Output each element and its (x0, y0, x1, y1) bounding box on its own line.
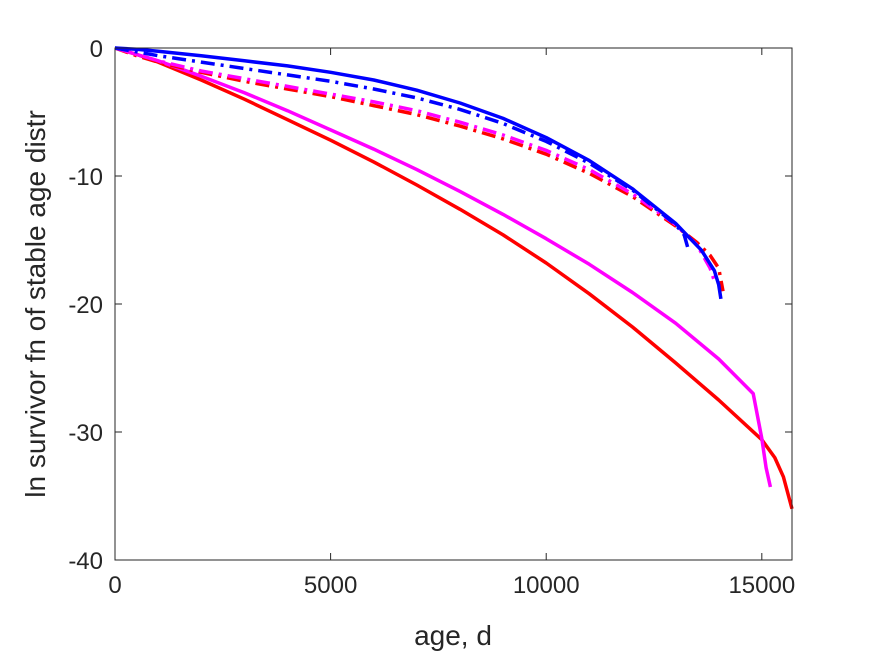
series-line-5 (114, 46, 723, 300)
y-tick-label: -10 (68, 164, 103, 191)
y-tick-label: -30 (68, 420, 103, 447)
y-tick-label: 0 (90, 36, 103, 63)
series-line-4 (114, 46, 717, 282)
y-tick-label: -20 (68, 292, 103, 319)
x-axis-label: age, d (414, 620, 492, 651)
plot-area (115, 48, 792, 560)
y-axis-label: ln survivor fn of stable age distr (20, 110, 51, 498)
x-tick-label: 10000 (513, 572, 580, 599)
series-line-6 (114, 46, 691, 251)
x-tick-label: 5000 (304, 572, 357, 599)
x-tick-label: 15000 (728, 572, 795, 599)
series-line-2 (114, 46, 773, 488)
series-line-1 (114, 46, 794, 510)
series-layer (114, 46, 794, 510)
x-tick-label: 0 (108, 572, 121, 599)
y-tick-label: -40 (68, 548, 103, 575)
axis-layer: 0 5000 10000 15000 0 -10 -20 -30 -40 (68, 36, 795, 599)
